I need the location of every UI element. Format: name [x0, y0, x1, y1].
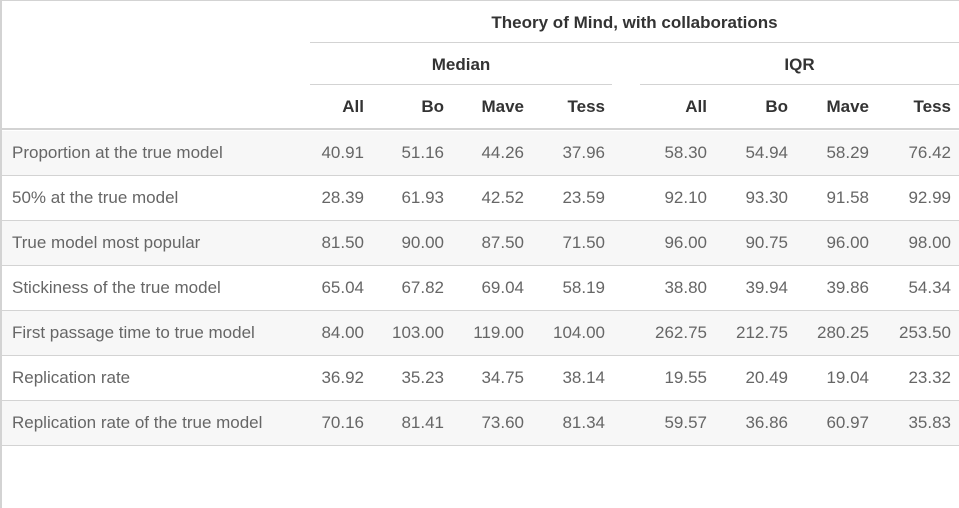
table-cell: 36.86 [745, 413, 788, 432]
table-row [2, 311, 959, 355]
table-cell: 34.75 [481, 368, 524, 387]
table-cell: 67.82 [401, 278, 444, 297]
table-row [2, 401, 959, 445]
table-cell: 61.93 [401, 188, 444, 207]
table-cell: 81.34 [562, 413, 605, 432]
row-label: Replication rate of the true model [12, 413, 263, 432]
table-cell: 38.80 [664, 278, 707, 297]
table-row [2, 131, 959, 175]
spanner-iqr: IQR [784, 55, 815, 74]
table-cell: 84.00 [321, 323, 364, 342]
table-cell: 96.00 [826, 233, 869, 252]
table-cell: 65.04 [321, 278, 364, 297]
row-divider [2, 220, 959, 221]
table-cell: 96.00 [664, 233, 707, 252]
table-cell: 87.50 [481, 233, 524, 252]
table-cell: 36.92 [321, 368, 364, 387]
title-underline [310, 42, 959, 43]
table-cell: 23.59 [562, 188, 605, 207]
row-divider [2, 355, 959, 356]
row-label: Proportion at the true model [12, 143, 223, 162]
column-header: Mave [481, 97, 524, 116]
table-cell: 90.75 [745, 233, 788, 252]
column-header: Mave [826, 97, 869, 116]
table-cell: 28.39 [321, 188, 364, 207]
spanner-median-underline [310, 84, 612, 85]
table-cell: 39.94 [745, 278, 788, 297]
table-cell: 51.16 [401, 143, 444, 162]
table-cell: 70.16 [321, 413, 364, 432]
table-cell: 253.50 [899, 323, 951, 342]
column-header: Bo [421, 97, 444, 116]
table-cell: 91.58 [826, 188, 869, 207]
table-top-border [0, 0, 959, 1]
table-cell: 59.57 [664, 413, 707, 432]
table-cell: 35.23 [401, 368, 444, 387]
column-header: All [342, 97, 364, 116]
table-cell: 98.00 [908, 233, 951, 252]
table-cell: 54.34 [908, 278, 951, 297]
table-cell: 37.96 [562, 143, 605, 162]
row-divider [2, 310, 959, 311]
table-cell: 280.25 [817, 323, 869, 342]
table-cell: 20.49 [745, 368, 788, 387]
table-cell: 23.32 [908, 368, 951, 387]
table-cell: 212.75 [736, 323, 788, 342]
table-cell: 42.52 [481, 188, 524, 207]
row-divider [2, 265, 959, 266]
table-cell: 58.19 [562, 278, 605, 297]
table-cell: 119.00 [473, 323, 524, 342]
column-header: Tess [567, 97, 606, 116]
table-cell: 44.26 [481, 143, 524, 162]
table-cell: 262.75 [655, 323, 707, 342]
table-row [2, 221, 959, 265]
column-header: All [685, 97, 707, 116]
row-label: First passage time to true model [12, 323, 255, 342]
table-cell: 19.04 [826, 368, 869, 387]
spanner-iqr-underline [640, 84, 959, 85]
table-cell: 71.50 [562, 233, 605, 252]
row-label: Replication rate [12, 368, 131, 387]
table-cell: 58.30 [664, 143, 707, 162]
table-cell: 19.55 [664, 368, 707, 387]
header-bottom-border [2, 128, 959, 130]
table-cell: 73.60 [481, 413, 524, 432]
table-cell: 93.30 [745, 188, 788, 207]
table-cell: 38.14 [562, 368, 605, 387]
table-cell: 39.86 [826, 278, 869, 297]
column-header: Bo [765, 97, 788, 116]
table-cell: 81.50 [321, 233, 364, 252]
table-cell: 76.42 [908, 143, 951, 162]
table-cell: 92.99 [908, 188, 951, 207]
table-cell: 58.29 [826, 143, 869, 162]
row-label: Stickiness of the true model [12, 278, 221, 297]
spanner-median: Median [431, 55, 491, 74]
table-left-border [0, 0, 2, 508]
column-header: Tess [913, 97, 952, 116]
table-cell: 69.04 [481, 278, 524, 297]
table-cell: 92.10 [664, 188, 707, 207]
table-cell: 35.83 [908, 413, 951, 432]
table-cell: 40.91 [321, 143, 364, 162]
table-cell: 104.00 [553, 323, 605, 342]
table-cell: 103.00 [392, 323, 444, 342]
row-label: 50% at the true model [12, 188, 179, 207]
row-divider [2, 175, 959, 176]
table-cell: 90.00 [401, 233, 444, 252]
row-divider [2, 445, 959, 446]
row-divider [2, 400, 959, 401]
table-cell: 60.97 [826, 413, 869, 432]
row-label: True model most popular [12, 233, 201, 252]
table-cell: 81.41 [401, 413, 444, 432]
table-cell: 54.94 [745, 143, 788, 162]
table-title: Theory of Mind, with collaborations [491, 13, 778, 32]
